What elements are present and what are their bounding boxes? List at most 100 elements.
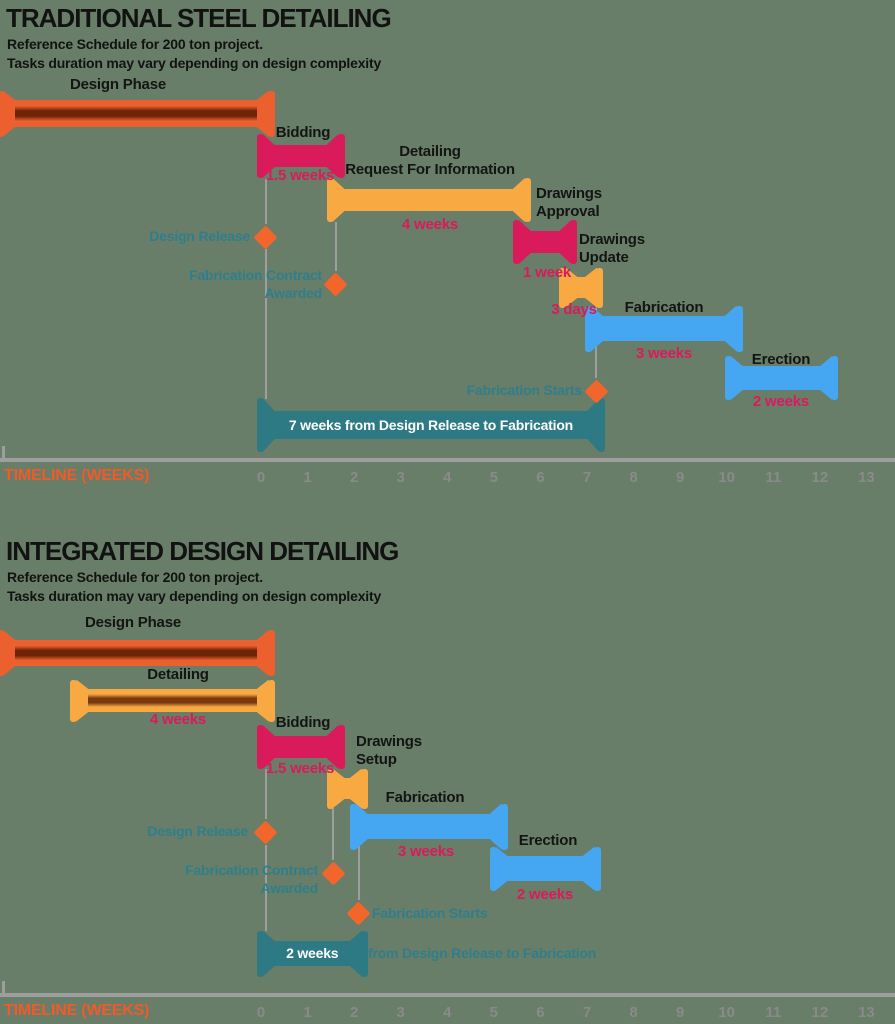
- fabrication-left-flare: [355, 803, 368, 850]
- design-phase-left-flare: [3, 90, 15, 137]
- fabrication-right-cap: [735, 305, 743, 352]
- axis-tick-label: 3: [396, 1004, 405, 1021]
- drawings-setup-left-flare: [332, 768, 345, 809]
- axis-tick-label: 0: [256, 469, 266, 486]
- axis-tick-label: 12: [811, 1004, 829, 1021]
- connector-line: [357, 808, 360, 900]
- detailing-right-cap: [267, 679, 275, 722]
- erection-bar: [733, 366, 830, 390]
- axis-tick-label: 2: [349, 1004, 359, 1021]
- erection-right-cap: [593, 846, 601, 891]
- drawings-update-right-flare: [584, 267, 597, 308]
- erection-left-flare: [495, 846, 508, 891]
- design-phase-right-flare: [256, 630, 269, 676]
- drawings-update-left-flare: [565, 267, 578, 308]
- callout-left-flare: [262, 398, 275, 452]
- milestone-diamond-icon: [323, 271, 348, 297]
- axis-tick-label: 9: [675, 1004, 685, 1021]
- drawings-setup-left-cap: [326, 768, 334, 809]
- drawings-approval-left-cap: [512, 220, 520, 264]
- connector-line: [264, 179, 267, 224]
- axis-tick-label: 8: [629, 1004, 638, 1021]
- fabrication-right-cap: [500, 803, 508, 850]
- fabrication-duration: 3 weeks: [635, 345, 693, 362]
- detailing-right-flare: [256, 679, 269, 722]
- axis-tick-label: 6: [536, 1004, 545, 1021]
- connector-line: [332, 808, 335, 860]
- axis-tick-label: 13: [858, 469, 875, 486]
- callout-side-text: from Design Release to Fabrication: [368, 945, 597, 961]
- erection-label: Erection: [751, 351, 811, 368]
- drawings-update-duration: 3 days: [551, 301, 597, 318]
- bidding-left-cap: [256, 725, 264, 769]
- connector-line: [334, 222, 337, 271]
- detailing-request-for-information-label: Detailing Request For Information: [345, 143, 515, 178]
- milestone-diamond-icon: [321, 860, 346, 886]
- callout-left-cap: [256, 398, 264, 452]
- fabrication-left-cap: [584, 305, 592, 352]
- axis-tick-label: 5: [489, 1004, 499, 1021]
- traditional-subtitle-2: Tasks duration may vary depending on des…: [7, 55, 382, 71]
- connector-line: [264, 845, 267, 931]
- connector-line: [264, 249, 267, 399]
- fabrication-label: Fabrication: [385, 789, 465, 806]
- callout-right-cap: [360, 930, 368, 977]
- drawings-update-left-cap: [559, 267, 567, 308]
- bidding-right-flare: [326, 134, 339, 178]
- integrated-subtitle-2: Tasks duration may vary depending on des…: [7, 588, 382, 604]
- integrated-subtitle-1: Reference Schedule for 200 ton project.: [7, 569, 263, 585]
- fabrication-duration: 3 weeks: [397, 843, 455, 860]
- detailing-request-for-information-bar: [335, 189, 522, 211]
- axis-tick-label: 8: [629, 469, 638, 486]
- detailing-bar: [79, 689, 266, 712]
- design-phase-left-cap: [0, 90, 4, 137]
- detailing-request-for-information-right-cap: [523, 178, 531, 222]
- detailing-left-cap: [70, 679, 78, 722]
- fabrication-bar: [593, 316, 734, 341]
- design-phase-right-cap: [267, 90, 275, 137]
- milestone-diamond-icon: [253, 224, 278, 250]
- bidding-left-flare: [262, 134, 275, 178]
- erection-duration: 2 weeks: [752, 393, 810, 410]
- drawings-approval-bar: [521, 231, 569, 253]
- fabrication-starts-milestone-label: Fabrication Starts: [372, 905, 488, 921]
- fabrication-contract-awarded-milestone-label: Fabrication Contract Awarded: [189, 267, 322, 301]
- detailing-left-flare: [76, 679, 89, 722]
- fabrication-contract-awarded-milestone-label: Fabrication Contract Awarded: [185, 862, 318, 896]
- detailing-request-for-information-left-cap: [326, 178, 334, 222]
- detailing-request-for-information-right-flare: [512, 178, 525, 222]
- design-phase-bar: [6, 640, 266, 666]
- axis-tick-label: 6: [536, 469, 545, 486]
- axis-tick-label: 7: [582, 469, 592, 486]
- axis-tick-label: 9: [675, 469, 685, 486]
- axis-tick-label: 0: [256, 1004, 266, 1021]
- drawings-update-right-cap: [595, 267, 603, 308]
- design-release-milestone-label: Design Release: [147, 823, 248, 839]
- integrated-title: INTEGRATED DESIGN DETAILING: [6, 536, 399, 566]
- fabrication-bar: [358, 814, 499, 839]
- axis-tick-label: 1: [303, 469, 312, 486]
- erection-bar: [498, 856, 592, 881]
- design-phase-right-cap: [267, 630, 275, 676]
- callout-text: 2 weeks: [286, 945, 339, 961]
- detailing-duration: 4 weeks: [149, 711, 207, 728]
- erection-left-cap: [489, 846, 497, 891]
- axis-tick-label: 4: [443, 469, 452, 486]
- drawings-approval-label: Drawings Approval: [536, 185, 602, 220]
- bidding-left-cap: [256, 134, 264, 178]
- design-phase-right-flare: [256, 90, 269, 137]
- drawings-setup-label: Drawings Setup: [356, 733, 422, 768]
- drawings-setup-right-flare: [349, 768, 362, 809]
- bidding-duration: 1.5 weeks: [265, 760, 335, 777]
- erection-right-flare: [582, 846, 595, 891]
- axis-tick-label: 11: [765, 469, 782, 486]
- milestone-diamond-icon: [346, 900, 371, 926]
- callout-right-flare: [349, 930, 362, 977]
- bidding-duration: 1.5 weeks: [265, 167, 335, 184]
- axis-tick-label: 3: [396, 469, 405, 486]
- design-phase-bar: [6, 100, 266, 127]
- axis-tick-label: 7: [582, 1004, 592, 1021]
- erection-left-cap: [724, 356, 732, 400]
- drawings-approval-duration: 1 week: [522, 264, 572, 281]
- erection-left-flare: [730, 356, 743, 400]
